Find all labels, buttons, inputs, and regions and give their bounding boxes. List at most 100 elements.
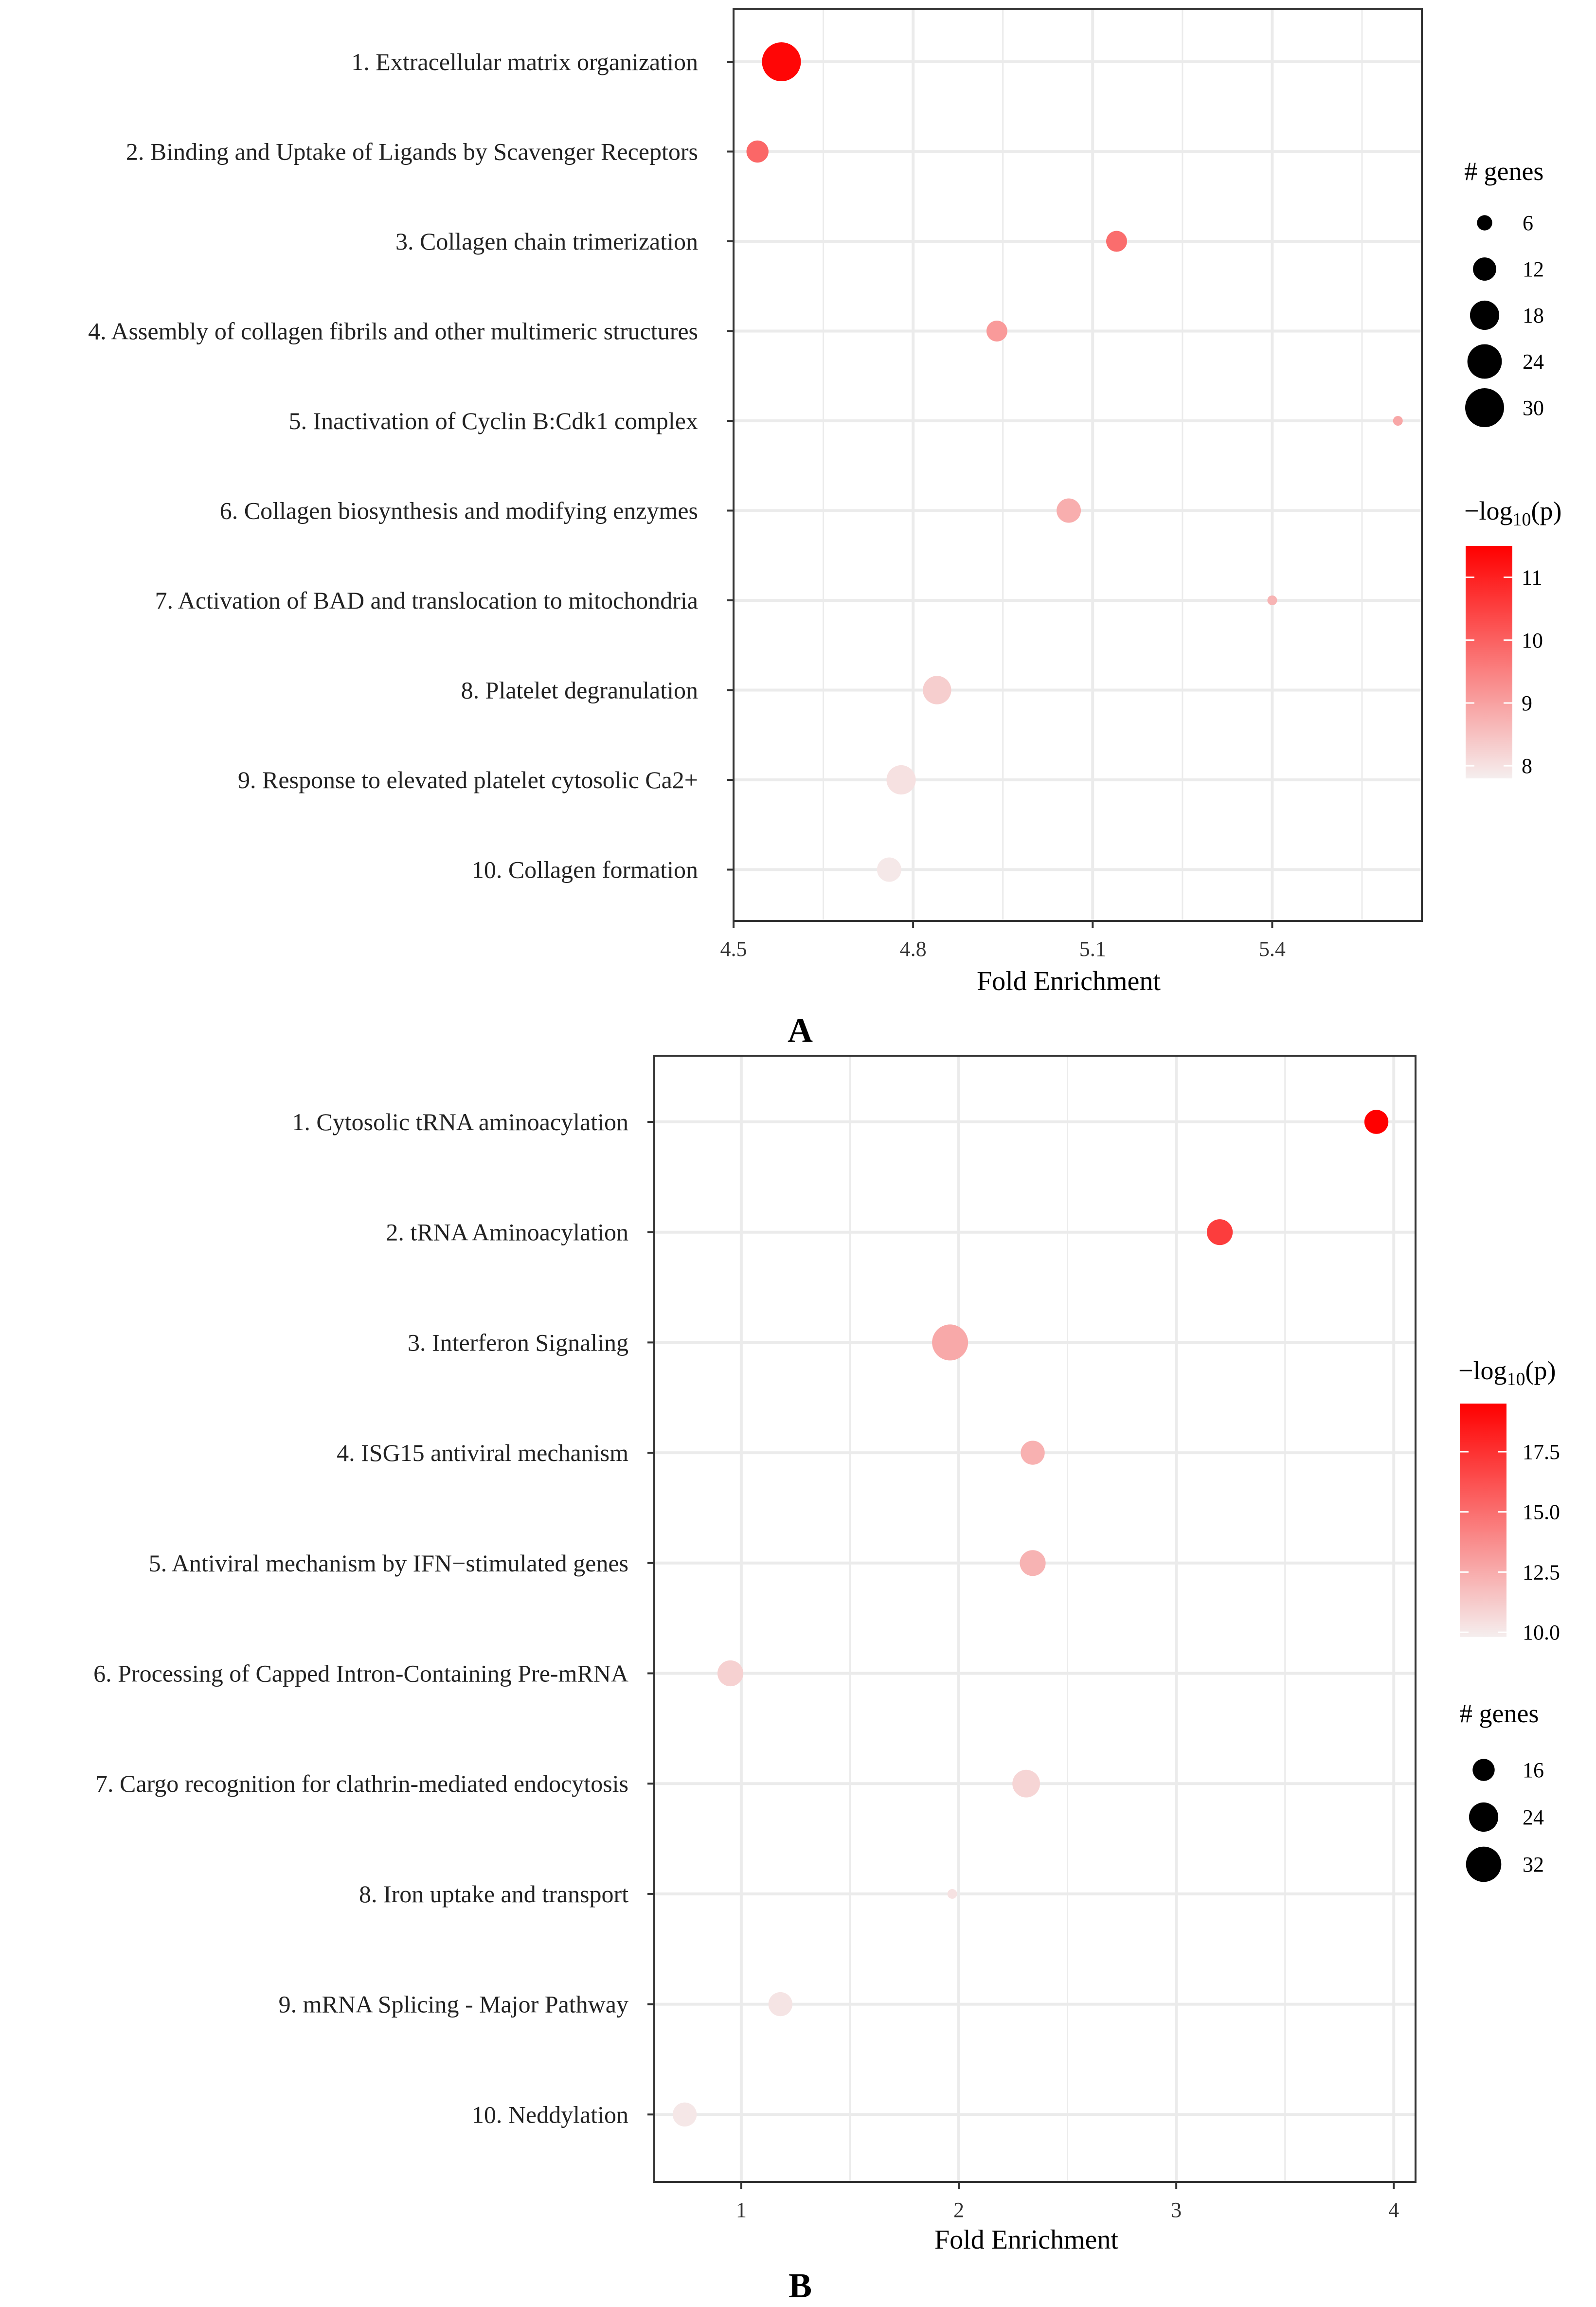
data-point bbox=[877, 857, 901, 882]
panel-a-color-legend-title: −log10(p) bbox=[1464, 496, 1561, 530]
data-point bbox=[672, 2102, 697, 2127]
panel-b-x-tick-label: 4 bbox=[1388, 2198, 1399, 2222]
panel-b-category-label: 8. Iron uptake and transport bbox=[359, 1880, 628, 1908]
data-point bbox=[932, 1324, 968, 1361]
panel-a-colorbar-label: 10 bbox=[1522, 629, 1543, 652]
panel-a-size-legend-label: 12 bbox=[1523, 257, 1544, 281]
panel-b-plot-frame bbox=[653, 1055, 1417, 2183]
data-point bbox=[1021, 1441, 1045, 1465]
panel-b-category-label: 7. Cargo recognition for clathrin-mediat… bbox=[95, 1770, 628, 1797]
panel-b-color-legend: −log10(p) 10.0 12.5 15.0 17.5 bbox=[1458, 1356, 1560, 1644]
panel-a-colorbar-label: 9 bbox=[1522, 691, 1532, 715]
panel-a-x-tick-label: 5.1 bbox=[1079, 937, 1106, 961]
size-legend-key bbox=[1477, 215, 1492, 231]
panel-b-color-legend-title: −log10(p) bbox=[1458, 1356, 1556, 1389]
panel-a-plot-frame bbox=[733, 8, 1423, 922]
panel-b-category-labels: 1. Cytosolic tRNA aminoacylation 2. tRNA… bbox=[93, 1108, 628, 2128]
panel-a-x-axis-title: Fold Enrichment bbox=[977, 966, 1161, 996]
size-legend-key bbox=[1470, 300, 1500, 330]
panel-b-colorbar bbox=[1460, 1404, 1506, 1637]
panel-b-colorbar-label: 17.5 bbox=[1523, 1440, 1560, 1464]
data-point bbox=[768, 1992, 793, 2017]
panel-a-category-label: 10. Collagen formation bbox=[472, 856, 698, 883]
panel-a-points bbox=[746, 42, 1403, 882]
panel-b-x-tick-label: 2 bbox=[953, 2198, 964, 2222]
panel-a-color-legend: −log10(p) 8 9 10 11 bbox=[1464, 496, 1561, 778]
panel-b-category-label: 4. ISG15 antiviral mechanism bbox=[337, 1439, 628, 1466]
panel-b-category-label: 6. Processing of Capped Intron-Containin… bbox=[93, 1660, 628, 1687]
panel-a-category-label: 2. Binding and Uptake of Ligands by Scav… bbox=[126, 138, 698, 165]
panel-b-category-label: 9. mRNA Splicing - Major Pathway bbox=[279, 1991, 628, 2018]
panel-a-category-label: 5. Inactivation of Cyclin B:Cdk1 complex bbox=[288, 407, 698, 434]
panel-b-category-label: 3. Interferon Signaling bbox=[408, 1329, 628, 1356]
panel-b-x-ticks: 1 2 3 4 bbox=[736, 2182, 1399, 2222]
panel-b-size-legend-label: 24 bbox=[1523, 1805, 1544, 1829]
color-legend-title-suffix: (p) bbox=[1525, 1356, 1556, 1385]
size-legend-key bbox=[1469, 1802, 1499, 1832]
data-point bbox=[1206, 1219, 1233, 1245]
panel-a-category-label: 3. Collagen chain trimerization bbox=[395, 228, 698, 255]
panel-a-size-legend: # genes 6 12 18 24 30 bbox=[1464, 157, 1544, 427]
panel-a-row-lines bbox=[727, 60, 1422, 871]
data-point bbox=[1106, 231, 1127, 252]
panel-a-chart: 1. Extracellular matrix organization 2. … bbox=[88, 8, 1561, 1050]
size-legend-key bbox=[1465, 388, 1504, 427]
data-point bbox=[947, 1889, 957, 1899]
panel-b-category-label: 10. Neddylation bbox=[472, 2101, 628, 2128]
panel-b-row-lines bbox=[647, 1120, 1416, 2116]
panel-b-colorbar-label: 15.0 bbox=[1523, 1500, 1560, 1524]
panel-a-size-legend-title: # genes bbox=[1464, 157, 1543, 186]
data-point bbox=[746, 140, 769, 163]
panel-a-colorbar-label: 11 bbox=[1522, 566, 1542, 590]
size-legend-key bbox=[1472, 1759, 1495, 1781]
panel-b-chart: 1. Cytosolic tRNA aminoacylation 2. tRNA… bbox=[93, 1055, 1560, 2305]
panel-b-size-legend-keys bbox=[1466, 1759, 1502, 1882]
panel-b-size-legend-label: 32 bbox=[1523, 1853, 1544, 1876]
panel-b-category-label: 1. Cytosolic tRNA aminoacylation bbox=[292, 1108, 628, 1135]
panel-b-colorbar-label: 10.0 bbox=[1523, 1621, 1560, 1644]
size-legend-key bbox=[1466, 1846, 1502, 1882]
color-legend-title-prefix: −log bbox=[1464, 496, 1512, 525]
color-legend-title-subscript: 10 bbox=[1506, 1369, 1525, 1389]
panel-b-colorbar-ticks bbox=[1460, 1451, 1506, 1633]
panel-a-colorbar-ticks bbox=[1466, 577, 1512, 767]
data-point bbox=[923, 676, 951, 704]
color-legend-title-prefix: −log bbox=[1458, 1356, 1506, 1385]
data-point bbox=[986, 321, 1007, 342]
panel-b-points bbox=[672, 1110, 1389, 2127]
panel-b-category-label: 2. tRNA Aminoacylation bbox=[386, 1219, 628, 1246]
panel-a-colorbar bbox=[1466, 546, 1512, 778]
color-legend-title-subscript: 10 bbox=[1512, 509, 1531, 530]
panel-b-size-legend-label: 16 bbox=[1523, 1758, 1544, 1782]
panel-a-category-label: 9. Response to elevated platelet cytosol… bbox=[238, 766, 698, 793]
data-point bbox=[1057, 498, 1081, 523]
panel-b-x-tick-label: 3 bbox=[1171, 2198, 1182, 2222]
panel-a-category-label: 4. Assembly of collagen fibrils and othe… bbox=[88, 318, 698, 345]
data-point bbox=[1393, 416, 1403, 426]
panel-a-category-labels: 1. Extracellular matrix organization 2. … bbox=[88, 48, 698, 883]
panel-a-category-label: 1. Extracellular matrix organization bbox=[351, 48, 698, 75]
panel-a-category-label: 7. Activation of BAD and translocation t… bbox=[155, 587, 698, 614]
panel-a-x-ticks: 4.5 4.8 5.1 5.4 bbox=[720, 921, 1286, 961]
panel-a-size-legend-label: 24 bbox=[1523, 350, 1544, 374]
panel-b-x-axis-title: Fold Enrichment bbox=[934, 2225, 1118, 2255]
panel-a-x-tick-label: 5.4 bbox=[1259, 937, 1286, 961]
panel-b-size-legend: # genes 16 24 32 bbox=[1459, 1699, 1544, 1882]
data-point bbox=[1012, 1769, 1040, 1798]
panel-b-label: B bbox=[789, 2266, 812, 2305]
panel-a-category-label: 6. Collagen biosynthesis and modifying e… bbox=[220, 497, 698, 524]
panel-a-grid bbox=[823, 9, 1363, 921]
panel-a-colorbar-label: 8 bbox=[1522, 754, 1532, 778]
panel-b-colorbar-label: 12.5 bbox=[1523, 1560, 1560, 1584]
panel-a-size-legend-label: 6 bbox=[1523, 211, 1533, 235]
panel-a-x-tick-label: 4.8 bbox=[900, 937, 927, 961]
panel-a-category-label: 8. Platelet degranulation bbox=[461, 677, 698, 704]
data-point bbox=[1020, 1550, 1046, 1576]
panel-a-size-legend-label: 18 bbox=[1523, 304, 1544, 327]
panel-b-category-label: 5. Antiviral mechanism by IFN−stimulated… bbox=[149, 1550, 628, 1577]
panel-a-size-legend-label: 30 bbox=[1523, 396, 1544, 420]
panel-b-x-tick-label: 1 bbox=[736, 2198, 747, 2222]
data-point bbox=[762, 42, 801, 81]
panel-a-x-tick-label: 4.5 bbox=[720, 937, 747, 961]
